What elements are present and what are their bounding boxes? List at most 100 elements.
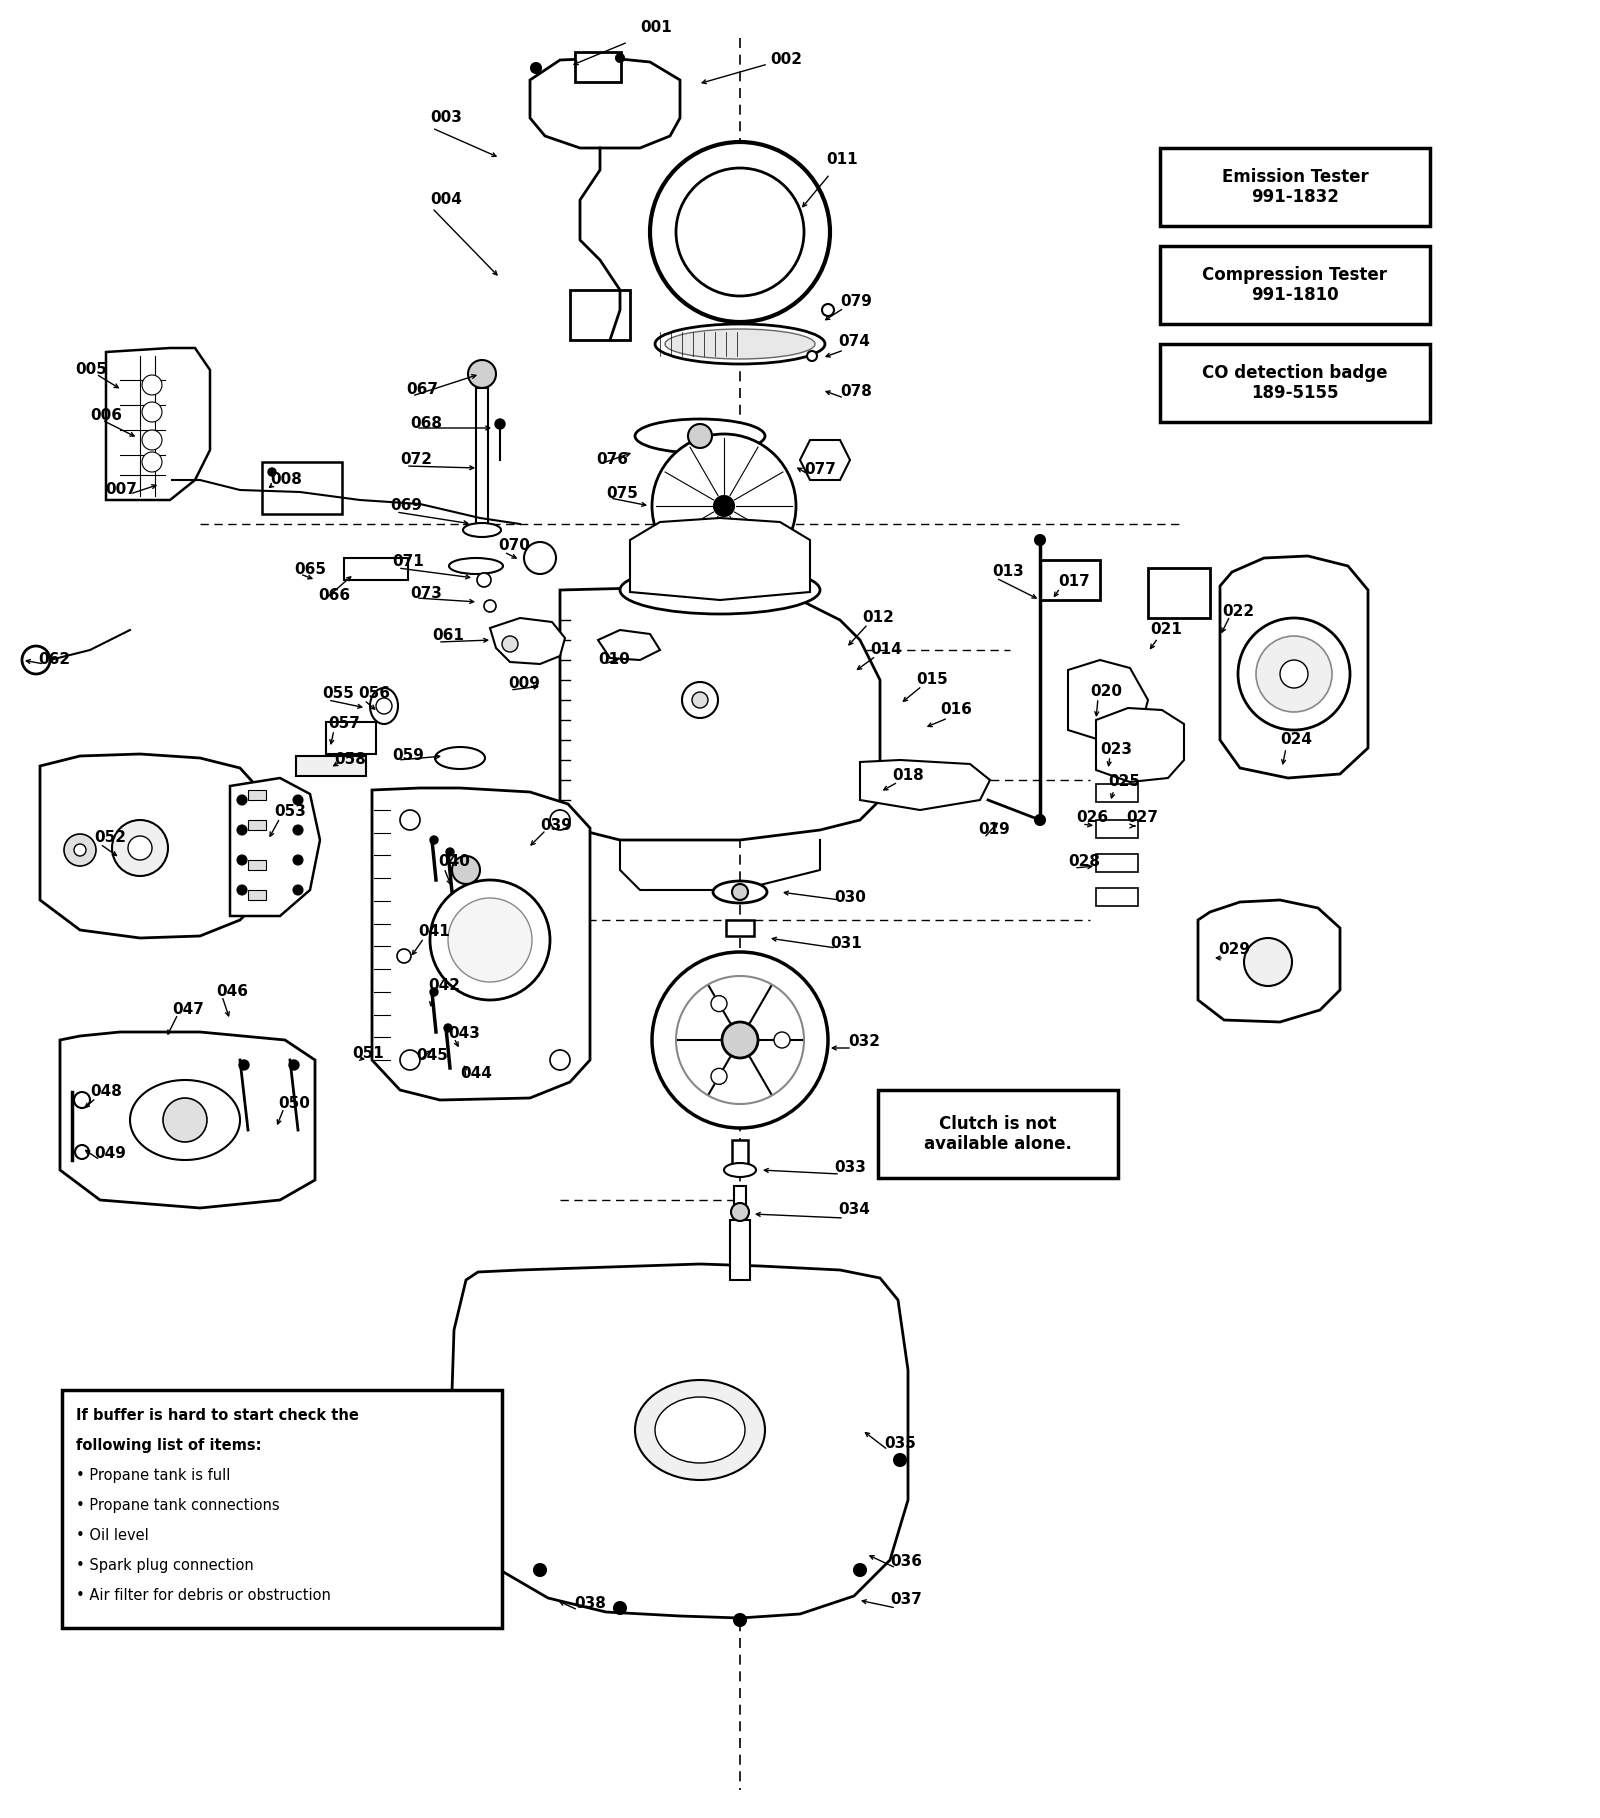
Circle shape — [237, 794, 246, 805]
Bar — [1160, 344, 1430, 422]
Bar — [62, 1391, 502, 1627]
Bar — [344, 558, 408, 580]
Text: 014: 014 — [870, 642, 902, 658]
Text: 047: 047 — [173, 1002, 203, 1018]
Text: 046: 046 — [216, 985, 248, 1000]
Bar — [326, 722, 376, 754]
Circle shape — [430, 987, 438, 996]
Polygon shape — [530, 58, 680, 147]
Polygon shape — [371, 787, 590, 1100]
Text: 076: 076 — [595, 453, 627, 467]
Ellipse shape — [635, 1380, 765, 1480]
Circle shape — [112, 820, 168, 876]
Circle shape — [1238, 618, 1350, 731]
Bar — [1160, 245, 1430, 324]
Text: 071: 071 — [392, 554, 424, 569]
Circle shape — [293, 854, 302, 865]
Text: 052: 052 — [94, 831, 126, 845]
Circle shape — [525, 542, 557, 574]
Circle shape — [710, 1069, 726, 1084]
Text: 041: 041 — [418, 925, 450, 940]
Circle shape — [650, 142, 830, 322]
Text: 051: 051 — [352, 1047, 384, 1062]
Ellipse shape — [130, 1080, 240, 1160]
Polygon shape — [40, 754, 259, 938]
Circle shape — [531, 64, 541, 73]
Text: 006: 006 — [90, 407, 122, 422]
Ellipse shape — [654, 324, 826, 364]
Text: 016: 016 — [941, 702, 971, 718]
Text: 061: 061 — [432, 629, 464, 644]
Circle shape — [722, 1022, 758, 1058]
Ellipse shape — [462, 524, 501, 536]
Circle shape — [691, 693, 707, 707]
Text: 002: 002 — [770, 53, 802, 67]
Text: 039: 039 — [541, 818, 571, 833]
Text: 048: 048 — [90, 1085, 122, 1100]
Circle shape — [614, 1602, 626, 1614]
Text: 003: 003 — [430, 111, 462, 125]
Text: Clutch is not
available alone.: Clutch is not available alone. — [925, 1114, 1072, 1153]
Bar — [730, 1220, 750, 1280]
Text: following list of items:: following list of items: — [77, 1438, 261, 1453]
Bar — [248, 820, 266, 831]
Circle shape — [238, 1060, 250, 1071]
Circle shape — [376, 698, 392, 714]
Circle shape — [445, 1024, 453, 1033]
Bar — [1149, 567, 1210, 618]
Bar — [734, 1185, 746, 1218]
Circle shape — [1256, 636, 1331, 713]
Circle shape — [714, 496, 734, 516]
Circle shape — [734, 1614, 746, 1625]
Text: 040: 040 — [438, 854, 470, 869]
Text: 045: 045 — [416, 1049, 448, 1064]
Circle shape — [894, 1454, 906, 1465]
Circle shape — [653, 435, 797, 578]
Circle shape — [854, 1563, 866, 1576]
Bar — [1096, 820, 1138, 838]
Ellipse shape — [370, 687, 398, 724]
Text: • Air filter for debris or obstruction: • Air filter for debris or obstruction — [77, 1587, 331, 1603]
Text: 073: 073 — [410, 587, 442, 602]
Circle shape — [806, 351, 818, 362]
Text: 004: 004 — [430, 193, 462, 207]
Circle shape — [22, 645, 50, 674]
Circle shape — [1245, 938, 1293, 985]
Bar — [1096, 854, 1138, 873]
Circle shape — [550, 1051, 570, 1071]
Polygon shape — [1069, 660, 1149, 740]
Text: 001: 001 — [640, 20, 672, 36]
Circle shape — [550, 811, 570, 831]
Circle shape — [616, 55, 624, 62]
Circle shape — [397, 949, 411, 964]
Text: 010: 010 — [598, 653, 630, 667]
Text: 034: 034 — [838, 1202, 870, 1218]
Text: 065: 065 — [294, 562, 326, 578]
Circle shape — [731, 1204, 749, 1222]
Circle shape — [128, 836, 152, 860]
Text: 037: 037 — [890, 1593, 922, 1607]
Text: 012: 012 — [862, 611, 894, 625]
Circle shape — [400, 811, 419, 831]
Bar — [574, 53, 621, 82]
Polygon shape — [490, 618, 565, 664]
Bar — [733, 1140, 749, 1171]
Bar — [477, 387, 488, 527]
Text: 074: 074 — [838, 335, 870, 349]
Polygon shape — [560, 587, 880, 840]
Circle shape — [494, 418, 506, 429]
Ellipse shape — [450, 558, 502, 574]
Text: 059: 059 — [392, 749, 424, 764]
Text: 017: 017 — [1058, 574, 1090, 589]
Circle shape — [534, 1563, 546, 1576]
Text: 056: 056 — [358, 687, 390, 702]
Text: 033: 033 — [834, 1160, 866, 1176]
Circle shape — [75, 1145, 90, 1160]
Text: 022: 022 — [1222, 605, 1254, 620]
Polygon shape — [800, 440, 850, 480]
Text: 044: 044 — [461, 1067, 491, 1082]
Text: 057: 057 — [328, 716, 360, 731]
Ellipse shape — [435, 747, 485, 769]
Circle shape — [269, 467, 277, 476]
Text: 070: 070 — [498, 538, 530, 553]
